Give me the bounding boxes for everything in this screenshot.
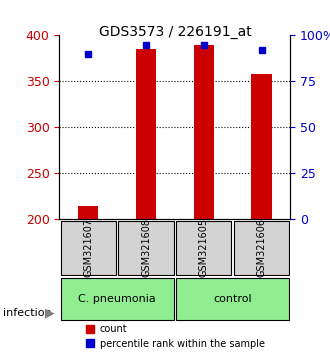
Text: ▶: ▶ — [45, 307, 54, 320]
Text: GDS3573 / 226191_at: GDS3573 / 226191_at — [99, 25, 251, 39]
Text: infection: infection — [3, 308, 52, 318]
Text: C. pneumonia: C. pneumonia — [78, 294, 156, 304]
Legend: count, percentile rank within the sample: count, percentile rank within the sample — [81, 320, 269, 353]
Text: GSM321605: GSM321605 — [199, 218, 209, 278]
Bar — [136, 49, 156, 219]
FancyBboxPatch shape — [176, 278, 289, 320]
Bar — [78, 206, 98, 219]
FancyBboxPatch shape — [176, 221, 231, 275]
FancyBboxPatch shape — [60, 221, 116, 275]
Bar — [251, 74, 272, 219]
Text: control: control — [213, 294, 252, 304]
Bar — [194, 45, 214, 219]
Text: GSM321606: GSM321606 — [256, 218, 267, 277]
FancyBboxPatch shape — [60, 278, 174, 320]
FancyBboxPatch shape — [234, 221, 289, 275]
Text: GSM321608: GSM321608 — [141, 218, 151, 277]
Text: GSM321607: GSM321607 — [83, 218, 93, 278]
FancyBboxPatch shape — [118, 221, 174, 275]
